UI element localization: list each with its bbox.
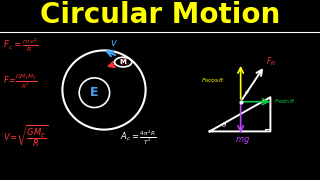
Text: $F\!=\!\frac{GM_1M_2}{R^2}$: $F\!=\!\frac{GM_1M_2}{R^2}$ xyxy=(3,72,38,91)
Text: $\theta$: $\theta$ xyxy=(244,89,250,96)
Text: $F_N$: $F_N$ xyxy=(266,56,276,68)
Text: $F_c = \frac{mv^2}{R}$: $F_c = \frac{mv^2}{R}$ xyxy=(3,36,38,54)
Text: $F_c$: $F_c$ xyxy=(121,56,130,69)
Text: $A_c = \frac{4\pi^2 R}{T^2}$: $A_c = \frac{4\pi^2 R}{T^2}$ xyxy=(120,129,156,147)
Text: v: v xyxy=(110,39,116,48)
Text: E: E xyxy=(90,86,99,99)
Text: Circular Motion: Circular Motion xyxy=(40,1,280,29)
Text: $F_N\!\cos\theta$: $F_N\!\cos\theta$ xyxy=(201,76,224,85)
Text: $mg$: $mg$ xyxy=(235,135,250,146)
Text: M: M xyxy=(120,59,127,65)
Text: $F_N\!\sin\theta$: $F_N\!\sin\theta$ xyxy=(274,98,296,106)
Text: $V\!=\!\sqrt{\dfrac{GM_E}{R}}$: $V\!=\!\sqrt{\dfrac{GM_E}{R}}$ xyxy=(3,123,49,148)
Text: $\theta$: $\theta$ xyxy=(221,120,228,129)
